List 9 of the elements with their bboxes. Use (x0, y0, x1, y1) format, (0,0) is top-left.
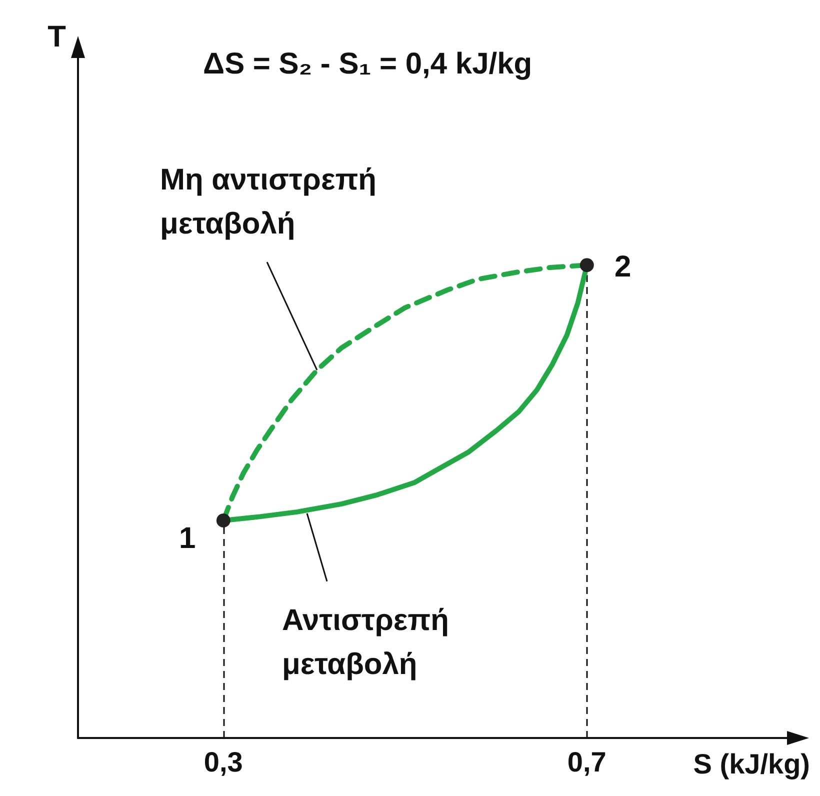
x-axis-title: S (kJ/kg) (693, 748, 810, 780)
annotation: 1 (179, 522, 196, 555)
annotation: Μη αντιστρεπή μεταβολή (160, 164, 377, 241)
chart-title: ΔS = S₂ - S₁ = 0,4 kJ/kg (203, 48, 532, 80)
x-tick-label: 0,7 (567, 746, 606, 778)
annotation: Αντιστρεπή μεταβολή (282, 604, 449, 681)
text: T (48, 20, 66, 54)
annotation: 2 (614, 250, 632, 284)
x-tick-label: 0,3 (204, 746, 243, 778)
